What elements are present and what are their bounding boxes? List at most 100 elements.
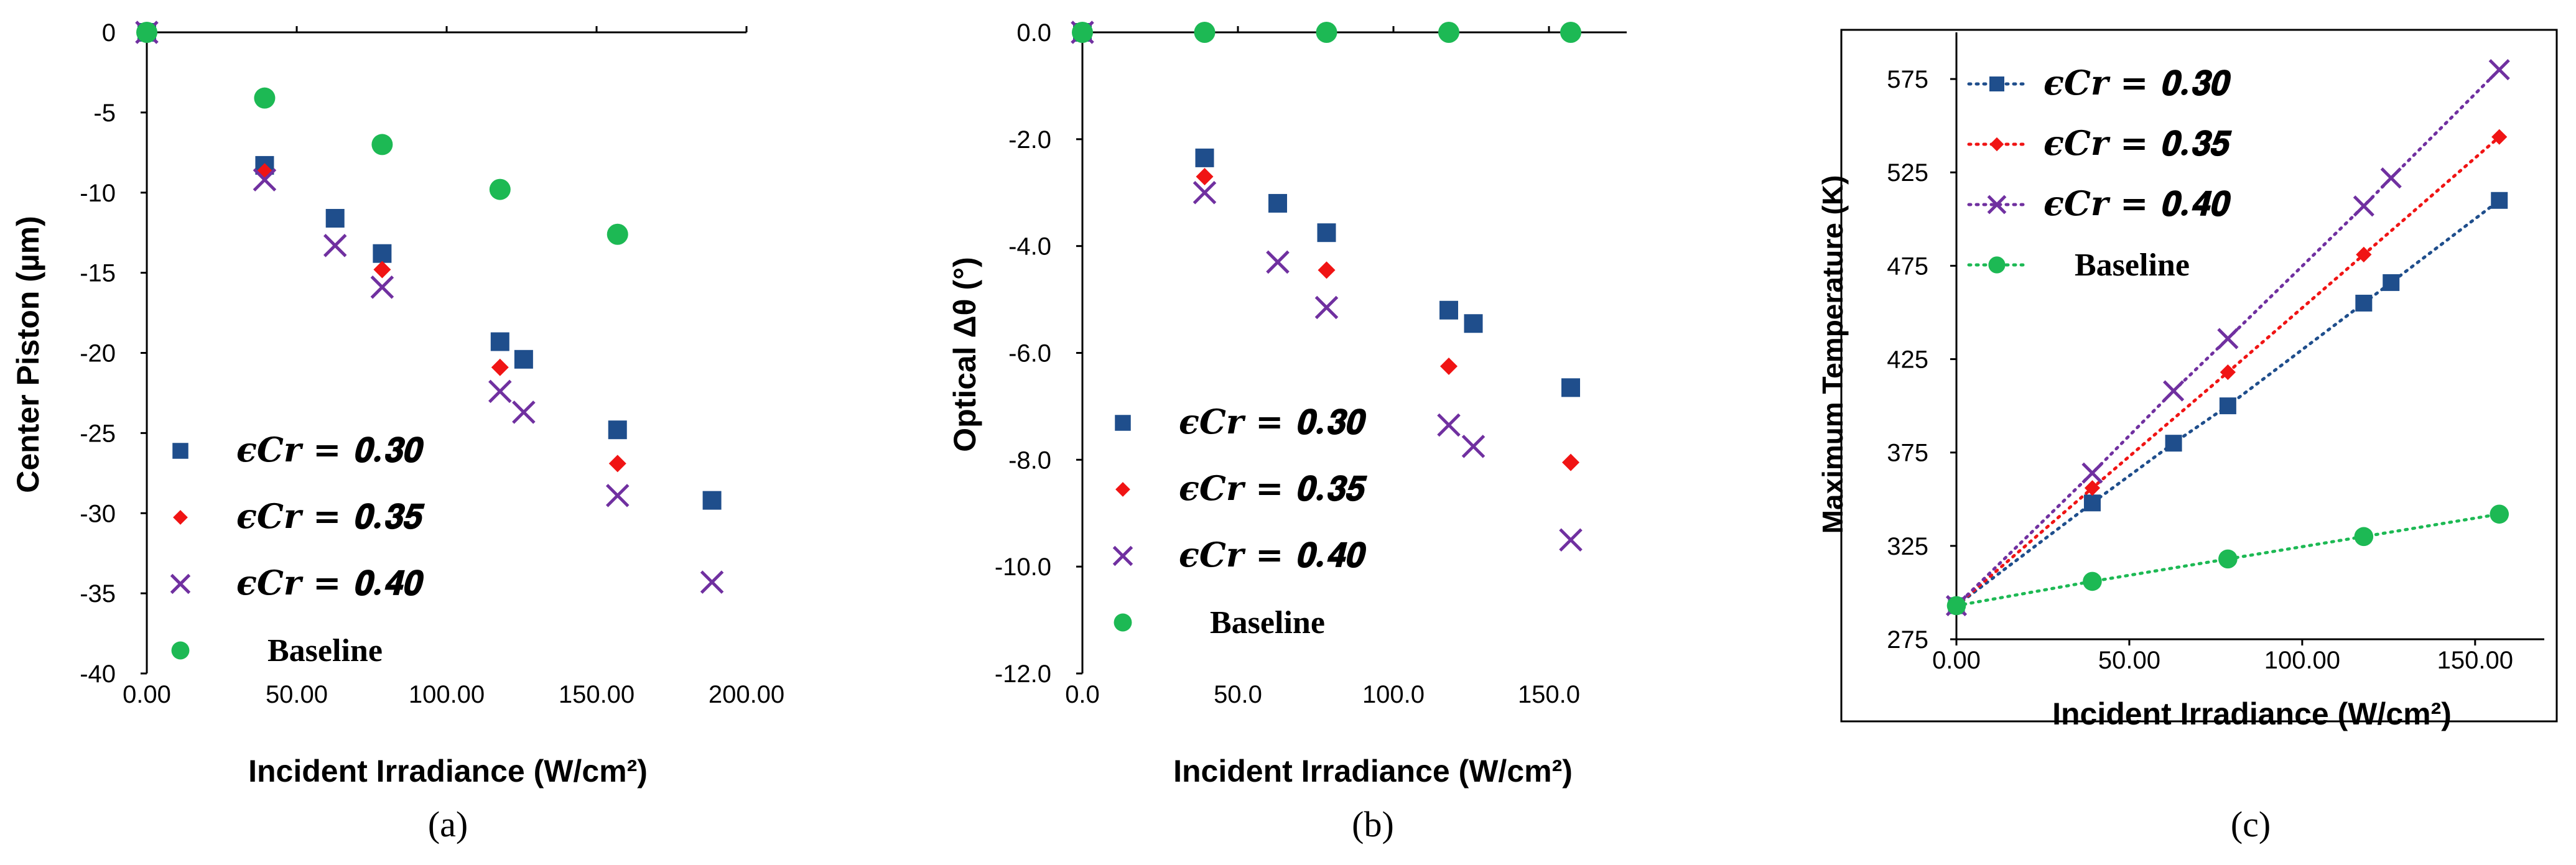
data-point bbox=[2083, 571, 2102, 591]
panel-c-xlabel: Incident Irradiance (W/cm²) bbox=[2052, 696, 2452, 731]
data-point bbox=[1314, 295, 1339, 320]
legend-label: 𝝐𝑪𝒓 = 𝟎.𝟑𝟓 bbox=[2044, 123, 2233, 163]
legend-label: Baseline bbox=[2075, 247, 2190, 283]
data-point bbox=[1562, 453, 1579, 471]
data-point bbox=[607, 223, 628, 245]
y-tick-label: -10 bbox=[80, 180, 116, 207]
series-baseline bbox=[1946, 504, 2509, 616]
data-point bbox=[2491, 192, 2508, 209]
legend-marker bbox=[1115, 482, 1130, 497]
data-point bbox=[1194, 22, 1216, 43]
data-point bbox=[2084, 480, 2101, 496]
data-point bbox=[491, 358, 509, 376]
x-tick-label: 150.0 bbox=[1518, 681, 1580, 708]
x-tick-label: 0.0 bbox=[1065, 681, 1100, 708]
legend-marker bbox=[171, 641, 190, 660]
legend-label: 𝝐𝑪𝒓 = 𝟎.𝟒𝟎 bbox=[2044, 183, 2231, 223]
panel-c: Maximum Temperature (K) Incident Irradia… bbox=[1816, 29, 2558, 844]
y-tick-label: 475 bbox=[1887, 252, 1928, 280]
x-tick-label: 0.00 bbox=[123, 681, 171, 708]
series-eps040 bbox=[135, 21, 724, 594]
y-tick-label: -5 bbox=[93, 99, 116, 127]
y-tick-label: 575 bbox=[1887, 66, 1928, 93]
series-eps035 bbox=[1948, 129, 2508, 614]
data-point bbox=[605, 484, 630, 507]
data-point bbox=[371, 134, 393, 155]
legend-label: 𝝐𝑪𝒓 = 𝟎.𝟑𝟎 bbox=[236, 430, 424, 470]
data-point bbox=[512, 400, 536, 424]
x-tick-label: 150.00 bbox=[559, 681, 635, 708]
y-tick-label: 275 bbox=[1887, 626, 1928, 654]
data-point bbox=[1464, 314, 1483, 333]
x-tick-label: 100.0 bbox=[1362, 681, 1425, 708]
legend-marker bbox=[173, 510, 188, 525]
legend-marker bbox=[1115, 415, 1131, 431]
legend-marker bbox=[1114, 613, 1132, 632]
data-point bbox=[1316, 22, 1337, 43]
panel-b-label: (b) bbox=[1352, 804, 1394, 844]
data-point bbox=[2490, 504, 2509, 524]
data-point bbox=[2356, 246, 2372, 262]
y-tick-label: -8.0 bbox=[1008, 446, 1051, 474]
data-point bbox=[136, 22, 157, 43]
y-tick-label: -10.0 bbox=[995, 553, 1051, 581]
data-point bbox=[373, 244, 392, 263]
data-point bbox=[608, 420, 627, 440]
legend-marker bbox=[1989, 137, 2004, 152]
data-point bbox=[2354, 527, 2374, 547]
data-point bbox=[2220, 364, 2236, 381]
y-tick-label: 0.0 bbox=[1016, 19, 1051, 47]
legend-label: Baseline bbox=[1210, 605, 1325, 641]
data-point bbox=[1559, 528, 1583, 552]
legend-label: 𝝐𝑪𝒓 = 𝟎.𝟑𝟎 bbox=[1179, 402, 1367, 442]
legend-label: Baseline bbox=[267, 633, 383, 668]
data-point bbox=[1196, 167, 1214, 185]
data-point bbox=[2219, 397, 2236, 415]
data-point bbox=[253, 168, 277, 192]
data-point bbox=[2355, 294, 2373, 312]
panel-b-ylabel: Optical Δθ (°) bbox=[947, 257, 982, 452]
legend-label: 𝝐𝑪𝒓 = 𝟎.𝟒𝟎 bbox=[1179, 535, 1367, 575]
series-baseline bbox=[136, 22, 628, 245]
data-point bbox=[2083, 494, 2101, 512]
data-point bbox=[1266, 250, 1290, 274]
data-point bbox=[2383, 274, 2400, 291]
data-point bbox=[489, 178, 511, 200]
x-tick-label: 50.0 bbox=[1214, 681, 1262, 708]
y-tick-label: 375 bbox=[1887, 440, 1928, 467]
y-tick-label: 0 bbox=[102, 19, 116, 47]
panel-a-ylabel: Center Piston (µm) bbox=[11, 216, 45, 493]
y-tick-label: -6.0 bbox=[1008, 340, 1051, 368]
data-point bbox=[1318, 261, 1336, 279]
series-baseline bbox=[1072, 22, 1581, 43]
data-point bbox=[323, 234, 347, 257]
data-point bbox=[2218, 549, 2238, 569]
y-tick-label: -12.0 bbox=[995, 660, 1051, 688]
y-tick-label: 325 bbox=[1887, 533, 1928, 560]
data-point bbox=[514, 349, 533, 369]
data-point bbox=[2353, 195, 2374, 217]
data-point bbox=[1195, 148, 1214, 167]
legend-marker bbox=[1989, 76, 2004, 91]
data-point bbox=[490, 332, 509, 351]
data-point bbox=[325, 208, 345, 228]
data-point bbox=[2163, 380, 2185, 402]
data-point bbox=[2380, 167, 2402, 189]
y-tick-label: -20 bbox=[80, 340, 116, 368]
data-point bbox=[2165, 435, 2182, 452]
y-tick-label: -15 bbox=[80, 260, 116, 287]
x-tick-label: 100.00 bbox=[409, 681, 485, 708]
legend-label: 𝝐𝑪𝒓 = 𝟎.𝟑𝟓 bbox=[236, 496, 425, 536]
data-point bbox=[1946, 596, 1966, 616]
data-point bbox=[700, 570, 724, 594]
legend-marker bbox=[1987, 195, 2007, 215]
panel-c-ylabel: Maximum Temperature (K) bbox=[1816, 175, 1849, 534]
x-tick-label: 50.00 bbox=[2098, 647, 2160, 674]
data-point bbox=[373, 261, 391, 279]
panel-a: Center Piston (µm) Incident Irradiance (… bbox=[11, 19, 784, 844]
data-point bbox=[2491, 129, 2508, 145]
data-point bbox=[2488, 58, 2510, 81]
y-tick-label: -40 bbox=[80, 660, 116, 688]
data-point bbox=[1560, 22, 1581, 43]
